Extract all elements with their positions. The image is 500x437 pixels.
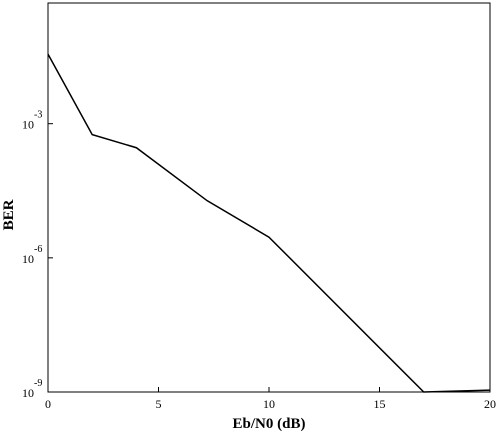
y-tick-label: 10-3 [22,110,42,132]
x-tick-label: 10 [263,397,275,411]
tick-base: 10 [22,118,34,132]
tick-exponent: -3 [34,110,42,121]
tick-base: 10 [22,386,34,400]
y-axis-title: BER [1,199,17,230]
tick-base: 10 [22,252,34,266]
x-tick-label: 0 [45,397,51,411]
x-tick-label: 15 [374,397,386,411]
x-tick-label: 20 [484,397,496,411]
tick-exponent: -9 [34,378,42,389]
plot-frame [47,2,491,393]
tick-exponent: -6 [34,244,42,255]
y-tick-label: 10-9 [22,378,42,400]
line [47,53,491,393]
x-axis-title: Eb/N0 (dB) [233,416,306,432]
y-tick-label: 10-6 [22,244,42,266]
x-tick-label: 5 [156,397,162,411]
